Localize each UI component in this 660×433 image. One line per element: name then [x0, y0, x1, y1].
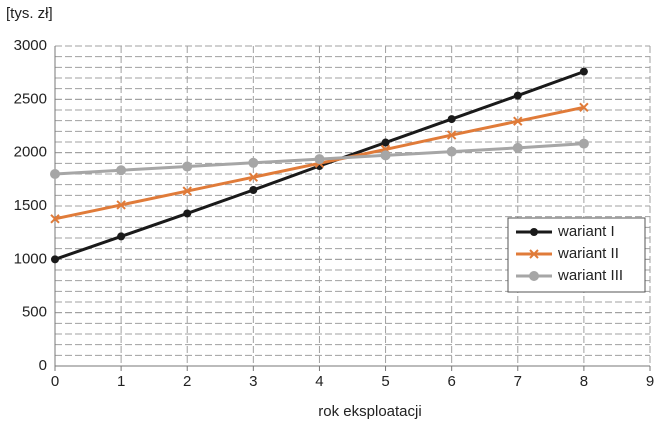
marker: [447, 115, 456, 124]
x-tick-label: 5: [381, 373, 389, 390]
marker: [530, 228, 538, 236]
marker-cross: [116, 200, 126, 210]
x-tick-label: 1: [117, 373, 125, 390]
x-tick-label: 4: [315, 373, 323, 390]
marker: [248, 157, 259, 168]
x-tick-label: 6: [447, 373, 455, 390]
marker: [579, 102, 589, 113]
legend-label: wariant I: [557, 223, 615, 240]
marker-cross: [248, 172, 259, 182]
marker: [446, 146, 457, 157]
x-axis-label: rok eksploatacji: [318, 403, 421, 420]
y-tick-label: 500: [22, 304, 47, 321]
marker: [512, 142, 523, 153]
x-tick-label: 8: [580, 373, 588, 390]
y-tick-label: 2000: [14, 144, 47, 161]
marker: [183, 209, 192, 218]
marker: [380, 150, 391, 161]
marker-cross: [446, 130, 457, 140]
marker: [381, 138, 390, 147]
marker-cross: [529, 249, 539, 259]
marker-cross: [513, 116, 523, 126]
x-tick-label: 3: [249, 373, 257, 390]
x-tick-label: 0: [51, 373, 59, 390]
marker-cross: [182, 186, 192, 196]
y-tick-label: 3000: [14, 37, 47, 54]
marker: [249, 186, 258, 194]
marker: [529, 249, 539, 259]
marker: [50, 169, 60, 179]
marker: [182, 186, 192, 196]
marker: [116, 165, 127, 176]
marker: [513, 116, 523, 126]
x-tick-label: 7: [514, 373, 522, 390]
y-tick-label: 1000: [14, 250, 47, 267]
marker: [513, 91, 522, 100]
x-tick-label: 2: [183, 373, 191, 390]
marker: [578, 138, 589, 149]
y-tick-label: 0: [39, 357, 47, 374]
marker: [314, 154, 325, 165]
marker: [117, 232, 126, 241]
y-tick-label: 1500: [14, 197, 47, 214]
marker: [579, 67, 588, 76]
marker: [248, 172, 259, 182]
marker: [116, 200, 126, 210]
marker: [529, 271, 539, 281]
x-tick-label: 9: [646, 373, 654, 390]
marker: [182, 161, 193, 172]
legend-label: wariant III: [557, 267, 623, 284]
marker: [50, 214, 60, 224]
marker-cross: [579, 102, 589, 113]
marker-cross: [50, 214, 60, 224]
marker: [446, 130, 457, 140]
y-tick-label: 2500: [14, 90, 47, 107]
legend-label: wariant II: [557, 245, 619, 262]
marker: [51, 255, 59, 264]
y-unit-label: [tys. zł]: [6, 5, 53, 22]
